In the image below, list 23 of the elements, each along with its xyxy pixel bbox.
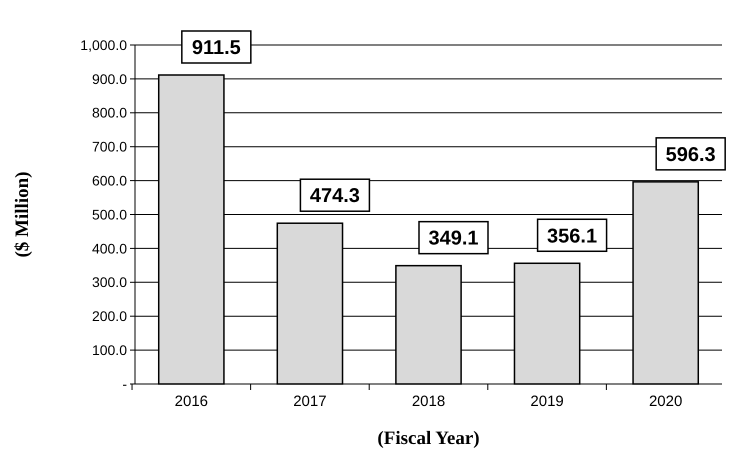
x-tick-label: 2020: [648, 393, 682, 410]
y-tick-label: 200.0: [92, 308, 128, 324]
data-label: 911.5: [192, 37, 241, 59]
x-tick-label: 2019: [530, 393, 564, 410]
data-label: 356.1: [547, 225, 598, 248]
y-tick-label: 500.0: [92, 206, 128, 222]
x-tick-label: 2017: [293, 393, 327, 410]
y-tick-label: 800.0: [92, 104, 128, 121]
x-axis-title: (Fiscal Year): [377, 428, 480, 449]
x-tick-label: 2016: [174, 393, 208, 410]
y-tick-label: 900.0: [92, 70, 128, 87]
x-tick-label: 2018: [412, 393, 446, 410]
y-tick-label: 300.0: [92, 274, 128, 290]
y-tick-label: -: [122, 376, 128, 392]
y-tick-label: 700.0: [92, 138, 128, 155]
data-label: 349.1: [428, 228, 479, 250]
data-label: 474.3: [310, 185, 360, 208]
y-tick-label: 400.0: [92, 240, 128, 256]
data-label: 596.3: [666, 144, 716, 166]
y-axis-title: ($ Million): [12, 171, 33, 258]
y-tick-label: 100.0: [92, 342, 128, 358]
y-tick-label: 1,000.0: [80, 36, 128, 53]
y-tick-label: 600.0: [92, 172, 128, 188]
